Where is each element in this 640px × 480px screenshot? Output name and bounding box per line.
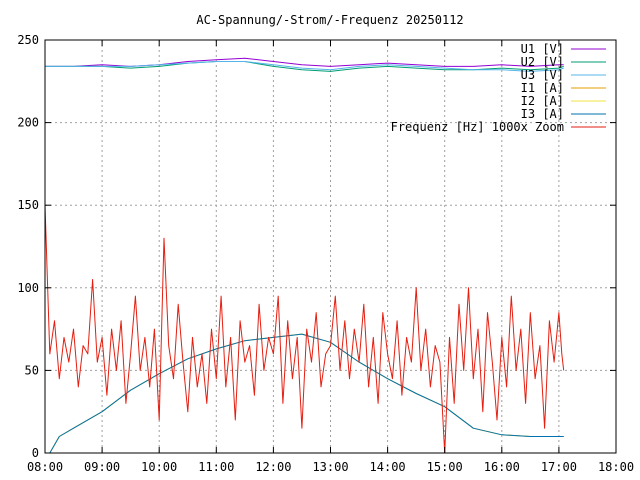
x-tick-label: 18:00 (598, 460, 634, 474)
series-line-7 (44, 205, 565, 454)
series-layer (44, 57, 565, 454)
x-tick-label: 15:00 (427, 460, 463, 474)
x-tick-label: 17:00 (541, 460, 577, 474)
legend-label: U1 [V] (521, 42, 564, 56)
series-line-3 (45, 61, 564, 72)
y-tick-label: 200 (17, 116, 39, 130)
x-tick-label: 16:00 (484, 460, 520, 474)
series-line-6 (49, 333, 564, 454)
legend-label: I1 [A] (521, 81, 564, 95)
y-tick-label: 150 (17, 198, 39, 212)
y-tick-label: 50 (25, 363, 39, 377)
x-tick-label: 14:00 (370, 460, 406, 474)
legend-label: Frequenz [Hz] 1000x Zoom (391, 120, 564, 134)
series-line-1 (45, 57, 564, 67)
x-tick-label: 12:00 (255, 460, 291, 474)
y-tick-label: 250 (17, 33, 39, 47)
series-line-2 (45, 61, 564, 72)
legend-label: I3 [A] (521, 107, 564, 121)
chart-title: AC-Spannung/-Strom/-Frequenz 20250112 (196, 13, 463, 27)
legend: U1 [V]U2 [V]U3 [V]I1 [A]I2 [A]I3 [A]Freq… (391, 42, 606, 134)
x-tick-label: 10:00 (141, 460, 177, 474)
y-tick-label: 100 (17, 281, 39, 295)
x-tick-label: 08:00 (27, 460, 63, 474)
y-tick-label: 0 (32, 446, 39, 460)
x-tick-label: 11:00 (198, 460, 234, 474)
x-tick-label: 13:00 (312, 460, 348, 474)
legend-label: I2 [A] (521, 94, 564, 108)
legend-label: U2 [V] (521, 55, 564, 69)
axes: 08:00 09:00 10:00 11:00 12:00 13:00 14:00 15:00… (17, 33, 634, 474)
legend-label: U3 [V] (521, 68, 564, 82)
x-tick-label: 09:00 (84, 460, 120, 474)
